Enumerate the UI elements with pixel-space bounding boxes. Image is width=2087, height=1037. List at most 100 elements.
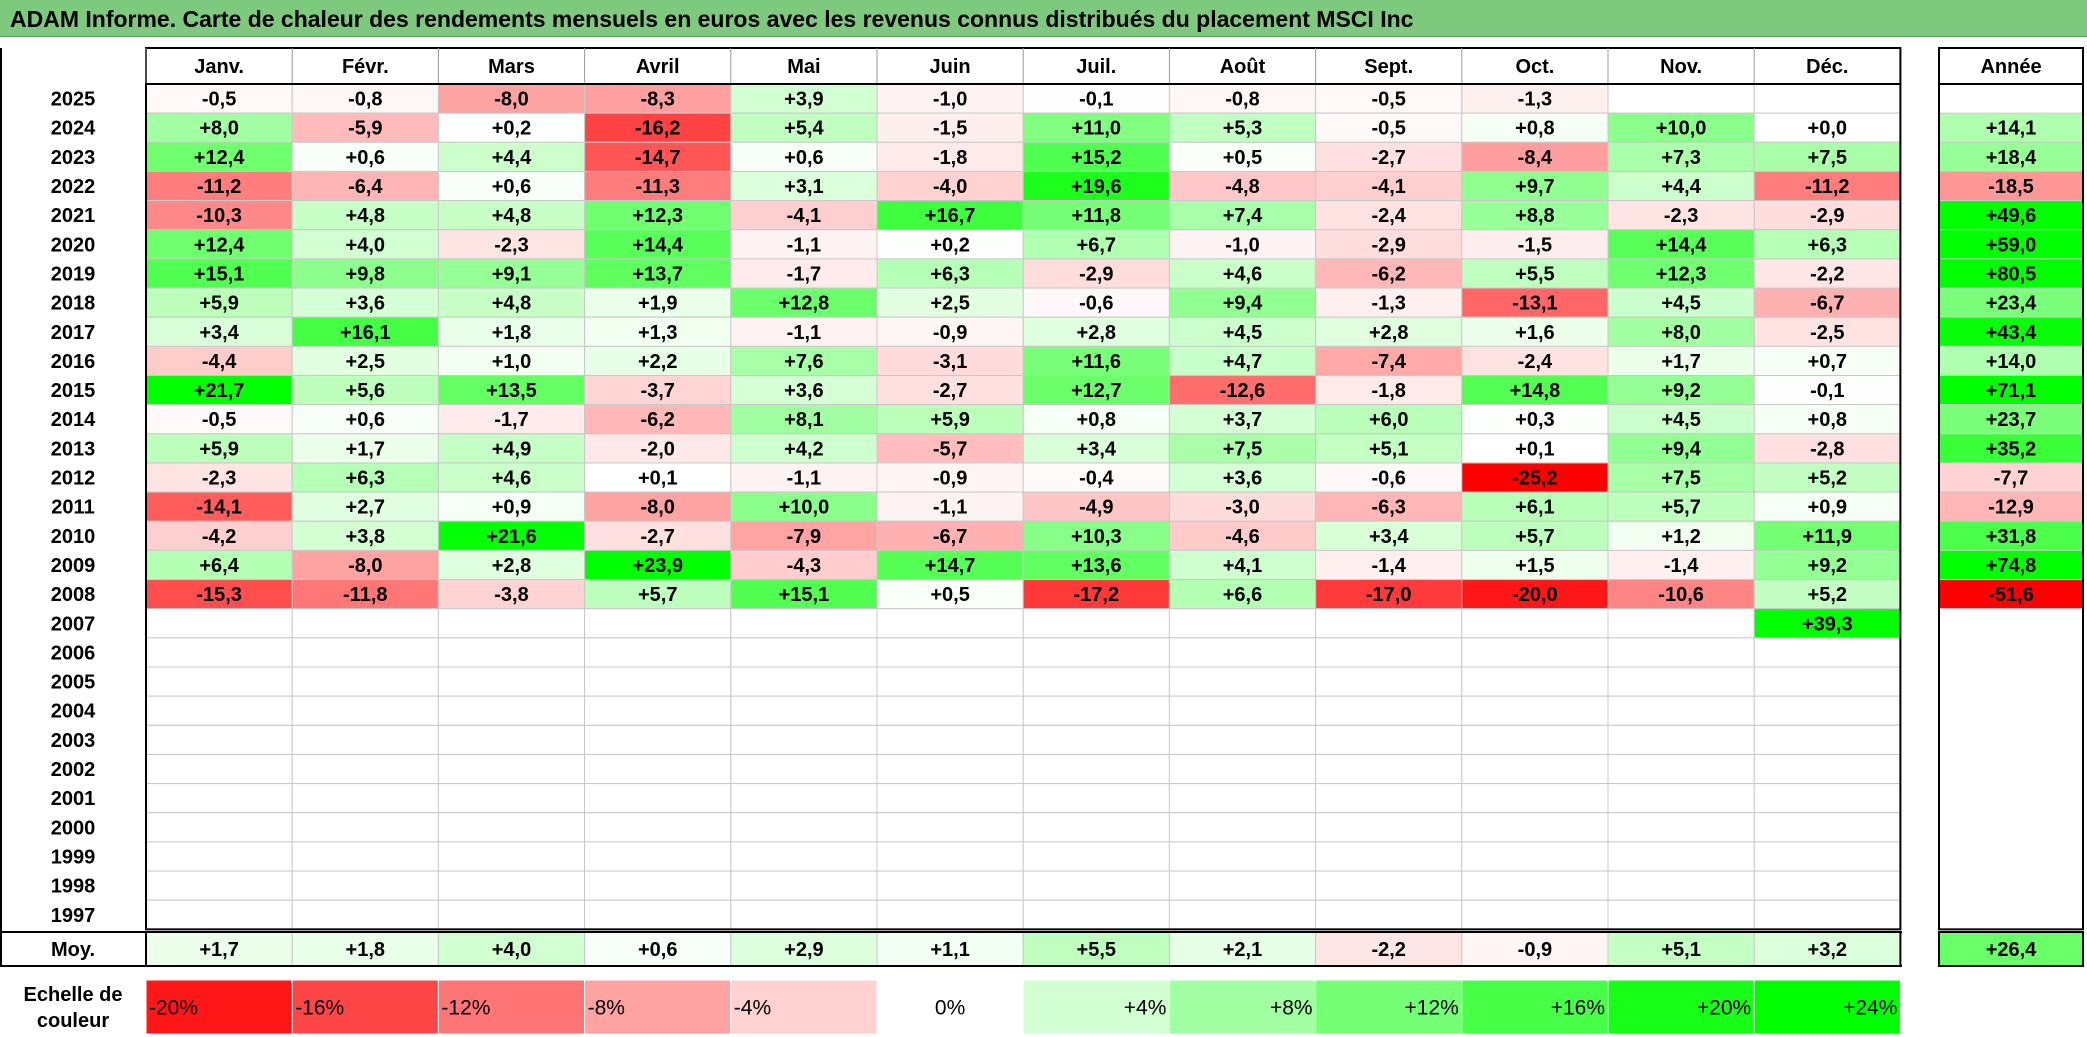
heatmap-cell (1461, 433, 1609, 464)
cell-value: +5,9 (199, 438, 238, 460)
cell-value: -0,8 (348, 89, 382, 111)
cell-value: +3,6 (1223, 468, 1262, 490)
heatmap-cell (291, 491, 439, 522)
cell-value: +8,1 (784, 409, 823, 431)
cell-value: +5,9 (930, 409, 969, 431)
heatmap-cell (1022, 666, 1170, 697)
heatmap-cell (1753, 608, 1901, 639)
cell-value: +5,9 (199, 293, 238, 315)
cell-value: -2,8 (1810, 438, 1844, 460)
heatmap-cell (1753, 83, 1901, 114)
cell-value: +6,4 (199, 555, 239, 577)
heatmap-cell (1315, 316, 1463, 347)
scale-swatch (145, 979, 293, 1035)
annual-cell (1938, 112, 2084, 143)
heatmap-cell (876, 724, 1024, 755)
scale-swatch (291, 979, 439, 1035)
heatmap-cell (1607, 870, 1755, 901)
cell-value: -2,2 (1810, 263, 1844, 285)
cell-value: +10,3 (1071, 526, 1122, 548)
annual-value: +74,8 (1986, 555, 2037, 577)
year-label: 2000 (51, 817, 96, 839)
cell-value: +14,8 (1510, 380, 1561, 402)
heatmap-cell (1753, 579, 1901, 610)
year-label: 2013 (51, 438, 96, 460)
heatmap-cell (1607, 724, 1755, 755)
cell-value: +4,1 (1223, 555, 1262, 577)
heatmap-cell (1315, 724, 1463, 755)
cell-value: +8,0 (199, 118, 238, 140)
cell-value: -17,0 (1366, 584, 1412, 606)
annual-value: +43,4 (1986, 322, 2037, 344)
annual-value: +49,6 (1986, 205, 2037, 227)
heatmap-cell (145, 608, 293, 639)
heatmap-cell (876, 287, 1024, 318)
cell-value: -13,1 (1512, 293, 1558, 315)
cell-value: +14,7 (925, 555, 976, 577)
heatmap-cell (145, 841, 293, 872)
cell-value: -8,4 (1518, 147, 1553, 169)
average-annual-cell (1938, 931, 2084, 967)
cell-value: -1,7 (787, 263, 821, 285)
heatmap-cell (1753, 375, 1901, 406)
cell-value: -1,7 (494, 409, 528, 431)
month-header: Janv. (194, 56, 244, 78)
heatmap-cell (1753, 666, 1901, 697)
cell-value: +15,1 (194, 263, 245, 285)
cell-value: +3,1 (784, 176, 823, 198)
heatmap-cell (437, 695, 586, 726)
heatmap-cell (1022, 316, 1170, 347)
heatmap-cell (730, 229, 878, 260)
cell-value: +1,7 (346, 438, 385, 460)
annual-cell (1938, 549, 2084, 581)
heatmap-cell (876, 841, 1024, 872)
cell-value: -0,5 (202, 409, 236, 431)
annual-value: +35,2 (1986, 438, 2037, 460)
year-label: 2007 (51, 613, 96, 635)
cell-value: -1,8 (933, 147, 967, 169)
average-value: +5,5 (1077, 939, 1116, 961)
heatmap-cell (1168, 83, 1317, 114)
heatmap-cell (584, 316, 732, 347)
year-label: 2003 (51, 730, 96, 752)
cell-value: +9,2 (1808, 555, 1847, 577)
heatmap-cell (1168, 753, 1317, 785)
cell-value: +3,4 (199, 322, 239, 344)
cell-value: +5,7 (1515, 526, 1554, 548)
heatmap-cell (1022, 404, 1170, 435)
heatmap-cell (1022, 549, 1170, 581)
heatmap-cell (145, 200, 293, 231)
cell-value: -8,0 (640, 497, 674, 519)
cell-value: +4,4 (492, 147, 532, 169)
heatmap-cell (1753, 753, 1901, 785)
cell-value: +11,8 (1072, 205, 1122, 227)
cell-value: +1,7 (1661, 351, 1700, 373)
heatmap-cell (730, 141, 878, 172)
heatmap-cell (291, 753, 439, 785)
annual-border (1938, 83, 2084, 931)
heatmap-cell (291, 579, 439, 610)
cell-value: -15,3 (196, 584, 242, 606)
heatmap-cell (1315, 141, 1463, 172)
average-value: +3,2 (1808, 939, 1847, 961)
heatmap-cell (876, 170, 1024, 202)
annual-value: -51,6 (1988, 584, 2034, 606)
cell-value: +14,4 (632, 234, 683, 256)
heatmap-cell (584, 462, 732, 493)
cell-value: +11,6 (1072, 351, 1122, 373)
cell-value: +6,6 (1223, 584, 1262, 606)
scale-step-label: -8% (588, 997, 625, 1020)
cell-value: -4,6 (1225, 526, 1259, 548)
heatmap-cell (1168, 608, 1317, 639)
heatmap-cell (584, 695, 732, 726)
heatmap-cell (1461, 753, 1609, 785)
year-label: 2001 (51, 788, 96, 810)
heatmap-cell (1607, 112, 1755, 143)
scale-step-label: +20% (1697, 997, 1751, 1020)
heatmap-cell (1168, 258, 1317, 289)
annual-cell (1939, 696, 2083, 726)
heatmap-cell (1168, 200, 1317, 231)
heatmap-cell (730, 316, 878, 347)
heatmap-cell (1168, 404, 1317, 435)
heatmap-cell (1607, 666, 1755, 697)
